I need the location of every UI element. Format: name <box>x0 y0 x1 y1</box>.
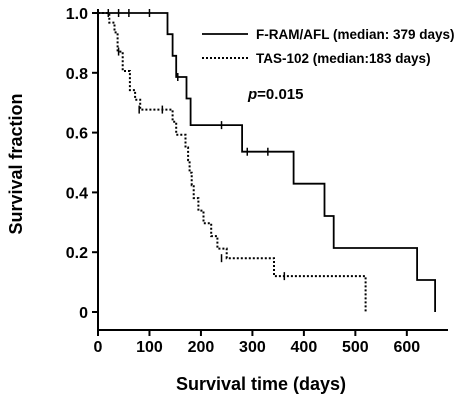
series-line <box>98 12 437 312</box>
series-1 <box>98 9 437 312</box>
axes <box>97 9 448 331</box>
y-tick-label: 0 <box>79 305 88 322</box>
series-2 <box>98 12 367 312</box>
y-axis-label: Survival fraction <box>6 93 26 234</box>
ticks: 0 0.2 0.4 0.6 0.8 1.0 0 100 200 300 400 500 600 <box>66 6 421 356</box>
y-tick-label: 0.8 <box>66 66 88 83</box>
x-tick-label: 0 <box>94 339 103 356</box>
p-value-symbol: p <box>247 86 257 103</box>
y-tick-label: 0.2 <box>66 245 88 262</box>
x-tick-label: 500 <box>342 339 369 356</box>
x-tick-label: 600 <box>393 339 420 356</box>
legend: F-RAM/AFL (median: 379 days) TAS-102 (med… <box>202 27 455 66</box>
y-tick-label: 0.6 <box>66 126 88 143</box>
series-line <box>98 12 367 312</box>
p-value-text: =0.015 <box>257 86 303 103</box>
y-tick-label: 1.0 <box>66 6 88 23</box>
x-axis-label: Survival time (days) <box>176 374 346 394</box>
series-layer <box>98 9 437 312</box>
x-tick-label: 300 <box>239 339 266 356</box>
x-tick-label: 400 <box>291 339 318 356</box>
x-tick-label: 100 <box>136 339 163 356</box>
legend-label: TAS-102 (median:183 days) <box>256 51 431 66</box>
p-value-annotation: p=0.015 <box>247 86 303 103</box>
legend-label: F-RAM/AFL (median: 379 days) <box>256 27 455 42</box>
x-tick-label: 200 <box>188 339 215 356</box>
y-tick-label: 0.4 <box>66 185 88 202</box>
